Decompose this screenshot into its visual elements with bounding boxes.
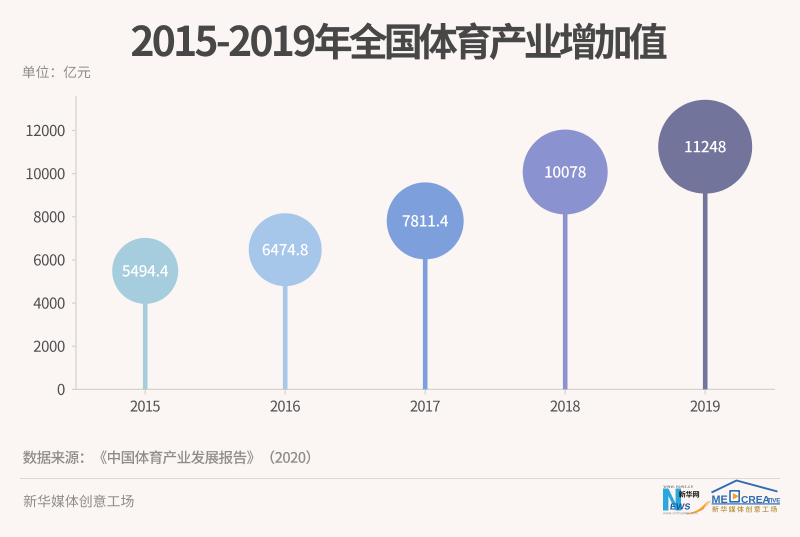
- svg-text:ME: ME: [712, 494, 728, 506]
- svg-text:TIVE: TIVE: [767, 498, 780, 505]
- svg-text:CREA: CREA: [741, 495, 771, 506]
- svg-text:EWS: EWS: [669, 502, 691, 512]
